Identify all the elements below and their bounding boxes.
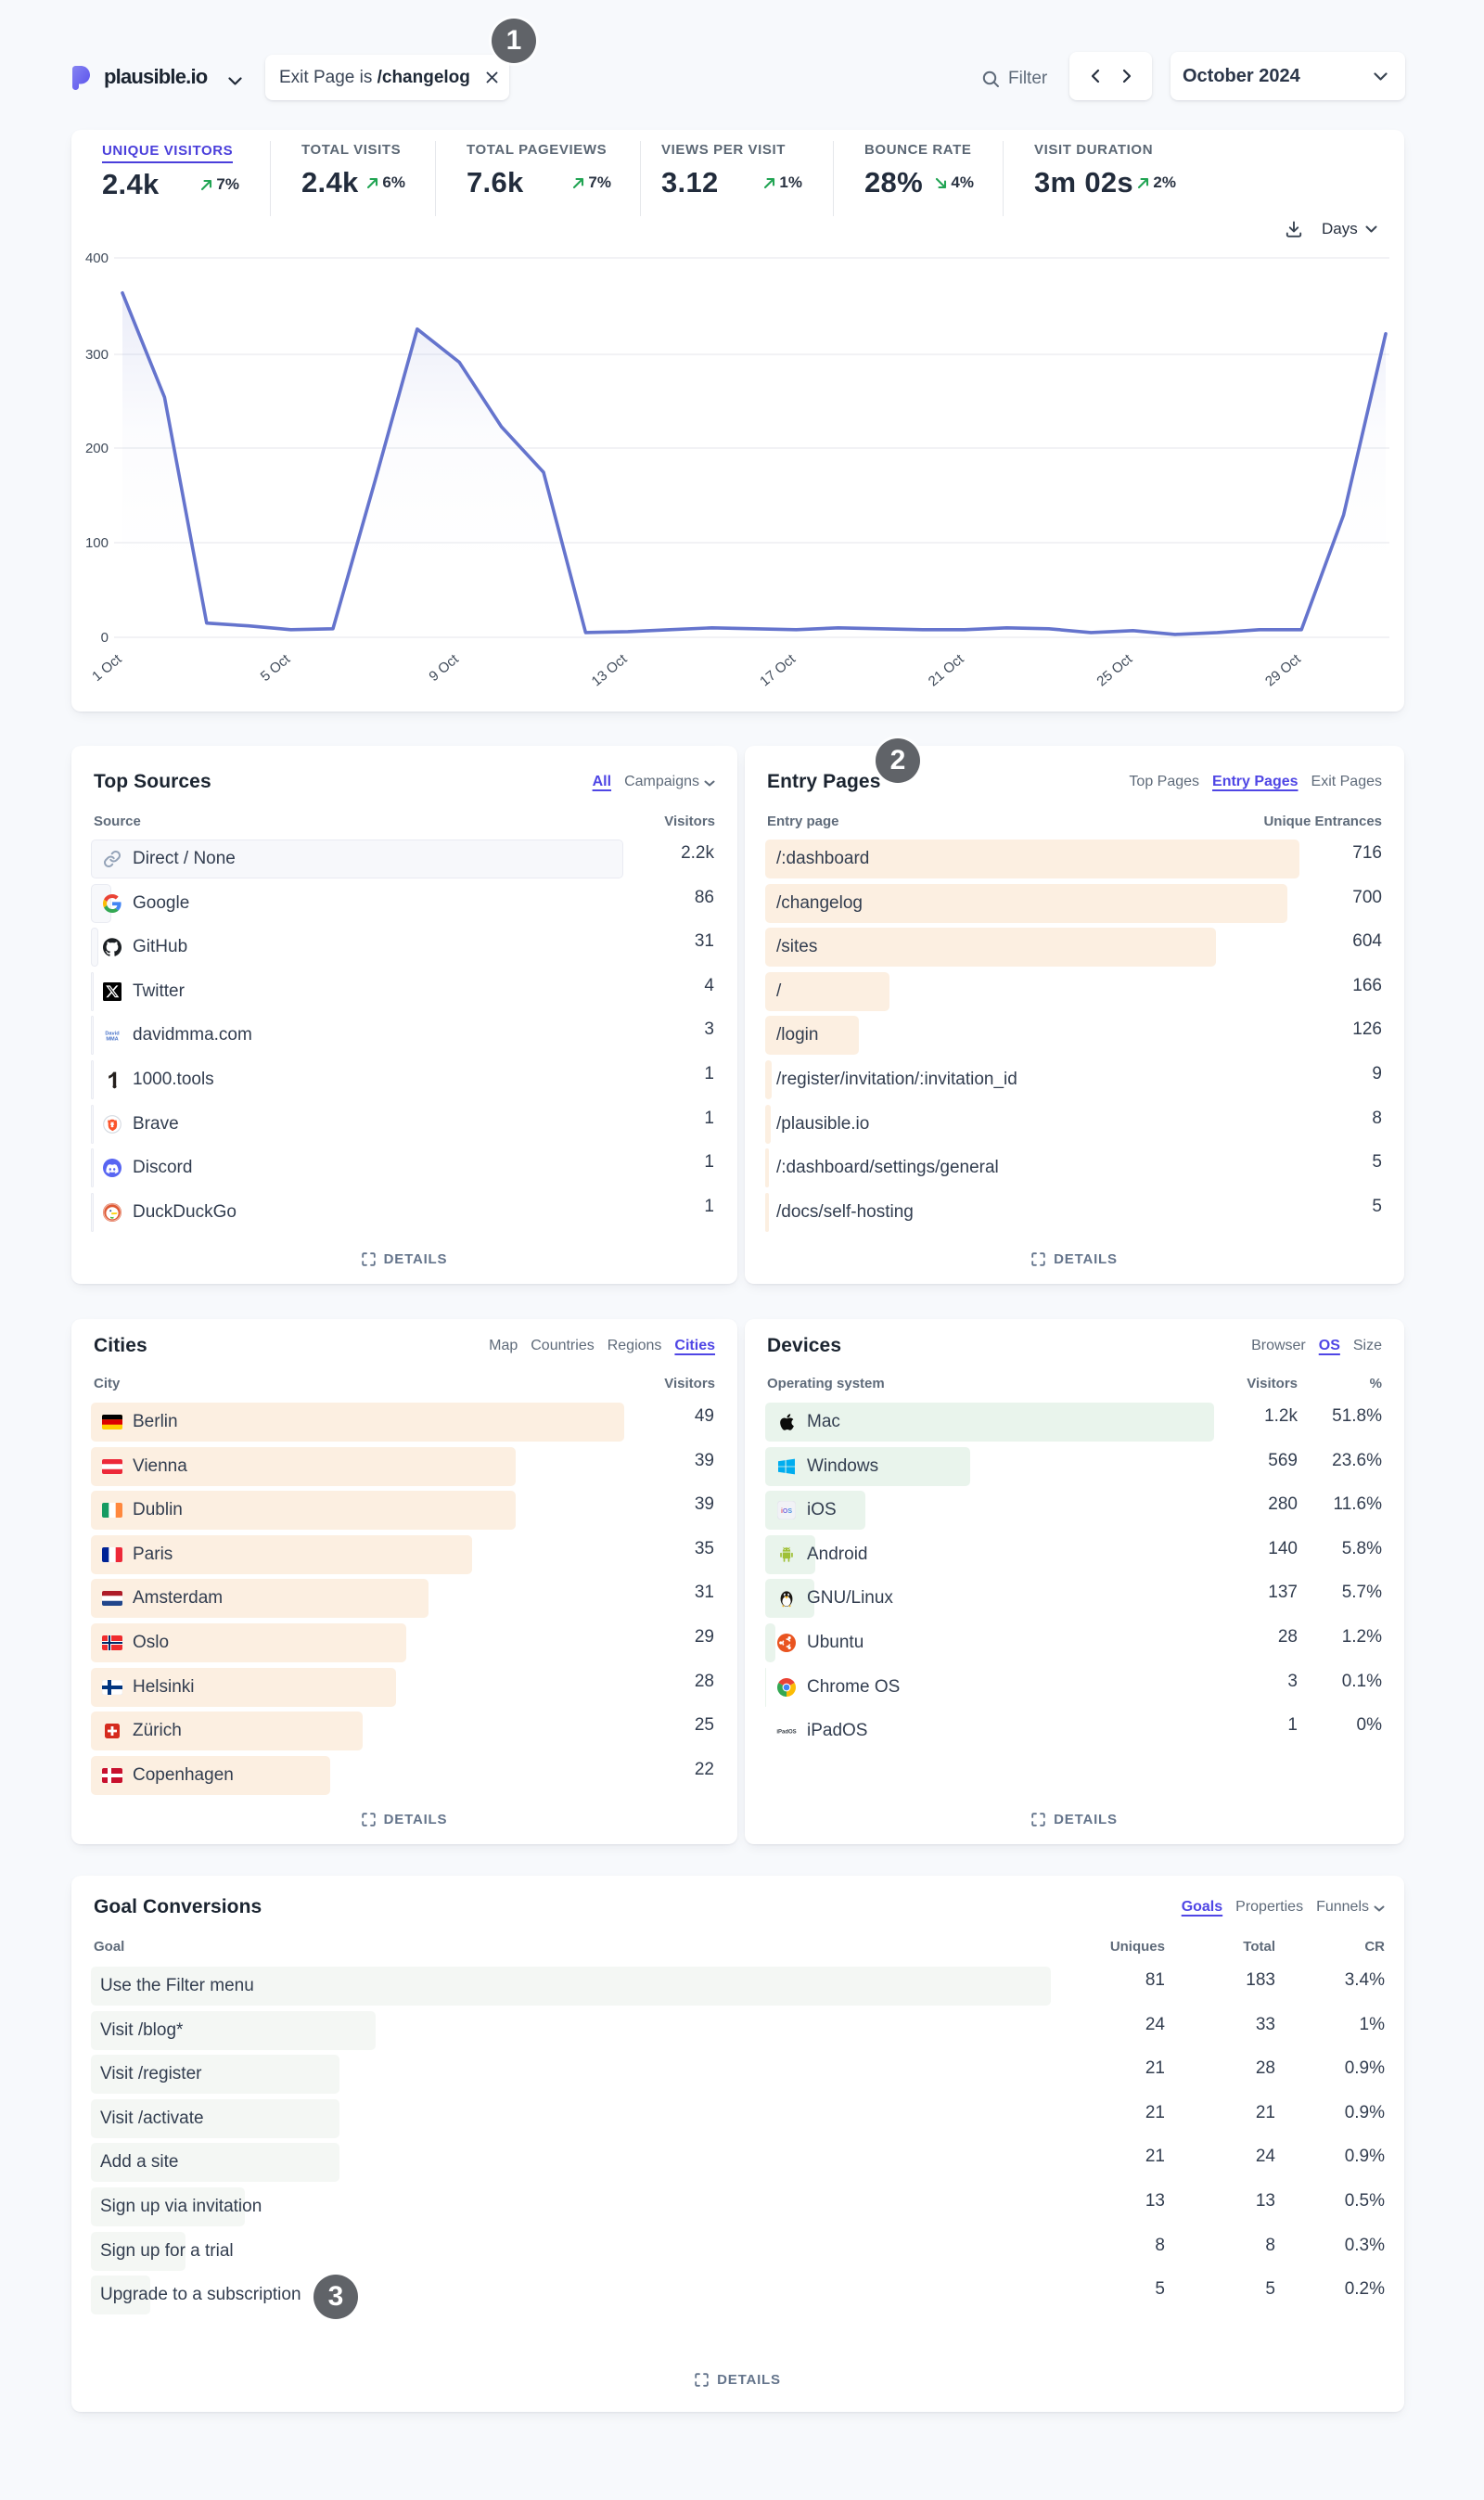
svg-text:1 Oct: 1 Oct — [89, 651, 125, 686]
svg-text:29 Oct: 29 Oct — [1262, 651, 1304, 690]
svg-text:17 Oct: 17 Oct — [757, 651, 799, 690]
svg-text:200: 200 — [85, 441, 109, 456]
svg-text:25 Oct: 25 Oct — [1094, 651, 1135, 690]
svg-text:21 Oct: 21 Oct — [926, 651, 967, 690]
svg-text:David: David — [105, 1032, 120, 1037]
svg-text:400: 400 — [85, 250, 109, 266]
svg-text:5 Oct: 5 Oct — [258, 651, 294, 686]
svg-text:9 Oct: 9 Oct — [426, 651, 462, 686]
svg-text:100: 100 — [85, 535, 109, 551]
svg-text:13 Oct: 13 Oct — [589, 651, 631, 690]
svg-text:0: 0 — [101, 630, 109, 646]
svg-text:300: 300 — [85, 347, 109, 363]
svg-text:iOS: iOS — [781, 1508, 792, 1515]
svg-text:MMA: MMA — [106, 1037, 118, 1043]
svg-text:iPadOS: iPadOS — [776, 1730, 796, 1736]
